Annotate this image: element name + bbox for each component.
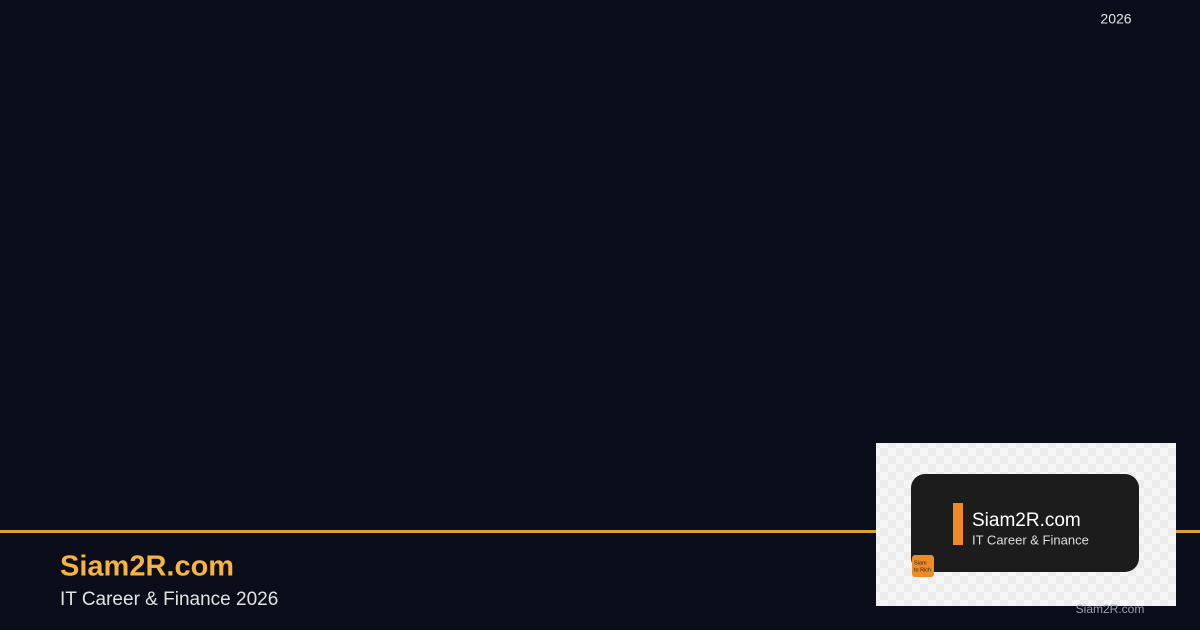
year-label: 2026 (1100, 11, 1131, 27)
badge: Siam2R.com IT Career & Finance Siam to R… (876, 443, 1176, 606)
divider (0, 530, 1200, 533)
badge-title: Siam2R.com (972, 510, 1081, 531)
badge-logo (912, 555, 934, 577)
badge-accent (953, 503, 963, 545)
badge-logo-line: Siam (914, 560, 927, 566)
badge-subtitle: IT Career & Finance (972, 532, 1089, 547)
badge-card (911, 474, 1139, 572)
badge-logo-line: to Rich (914, 567, 931, 573)
watermark: Siam2R.com (1076, 602, 1145, 616)
brand-subtitle: IT Career & Finance 2026 (60, 589, 278, 610)
brand-title: Siam2R.com (60, 551, 234, 583)
